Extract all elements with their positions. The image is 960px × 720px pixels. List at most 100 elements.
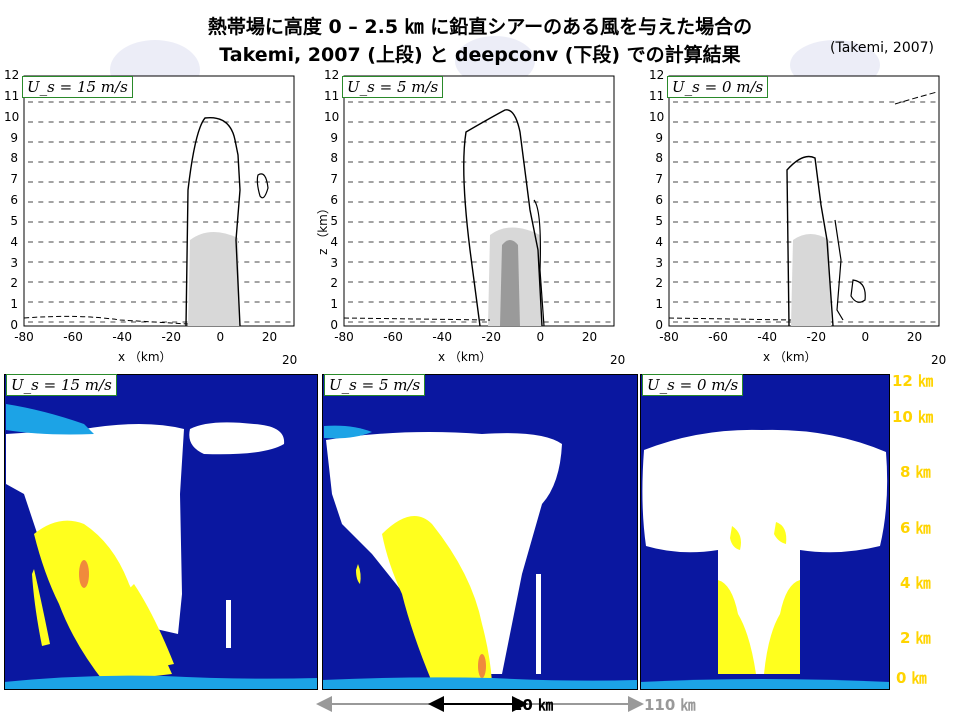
citation: (Takemi, 2007) [830, 40, 935, 56]
x-tick-label: -80 [659, 330, 679, 344]
y-tick-label: 0 [655, 318, 663, 332]
y-tick-label: 2 [655, 276, 663, 291]
y-tick-label: 7 [330, 172, 338, 187]
shear-label: U_s = 5 m/s [342, 76, 444, 98]
shear-label: U_s = 15 m/s [6, 374, 117, 396]
shear-label: U_s = 5 m/s [324, 374, 426, 396]
x-tick-label: -60 [708, 330, 728, 344]
shear-label-text: U_s = 5 m/s [347, 78, 439, 96]
x-tick-label: -60 [63, 330, 83, 344]
x-tick-label: -20 [481, 330, 502, 344]
height-label: 2 ㎞ [900, 629, 931, 647]
bottom-panel-2-plot [322, 374, 638, 690]
y-tick-label: 3 [10, 255, 18, 270]
y-tick-label: 4 [10, 234, 18, 249]
y-tick-label: 12 [324, 68, 340, 82]
surface-layer [322, 677, 638, 690]
y-tick-label: 9 [10, 130, 18, 145]
anvil-region [6, 404, 94, 435]
x-tick-label: -80 [14, 330, 34, 344]
y-tick-label: 6 [330, 193, 338, 207]
updraft-region [382, 516, 492, 682]
top-panel-1: U_s = 15 m/s x （km） 20 0 1 2 3 4 5 6 7 8 9 10 11 12-… [0, 68, 320, 370]
y-tick-label: 2 [10, 276, 18, 291]
surface-layer [640, 679, 890, 690]
cloud-contour [463, 109, 543, 327]
wind-arrow-field [28, 101, 291, 323]
updraft-region [718, 580, 756, 674]
anvil-region [324, 425, 372, 439]
x-axis-label: x （km） [118, 350, 172, 364]
cloud-contour [185, 116, 241, 327]
x-axis-label: x （km） [763, 350, 817, 364]
bottom-panel-3: U_s = 0 m/s [640, 374, 890, 690]
height-label: 4 ㎞ [900, 574, 931, 592]
cloud-shade-light [188, 231, 240, 326]
cloud-region [6, 424, 184, 634]
shear-label: U_s = 0 m/s [642, 374, 744, 396]
updraft-region [32, 569, 50, 646]
x-tick-label: 0 [216, 330, 225, 344]
arrow-reference-label: 20 [282, 353, 298, 367]
y-tick-label: 5 [655, 213, 663, 228]
updraft-region [774, 522, 787, 544]
y-tick-label: 11 [649, 88, 665, 103]
shear-label: U_s = 0 m/s [667, 76, 769, 98]
cloud-shade-dark [500, 240, 520, 326]
top-panel-2-plot [343, 75, 615, 327]
shear-label-text: U_s = 15 m/s [11, 376, 112, 394]
slide-title-line1: 熱帯場に高度 0 – 2.5 ㎞ に鉛直シアーのある風を与えた場合の [207, 16, 753, 38]
scale-bar-short-label: 20 ㎞ [512, 696, 554, 714]
surface-contour [343, 317, 491, 321]
core-region [79, 560, 89, 588]
updraft-region [130, 584, 174, 666]
x-tick-label: 20 [581, 330, 598, 344]
updraft-region [764, 580, 800, 674]
y-tick-label: 9 [330, 130, 338, 145]
y-tick-label: 3 [655, 255, 663, 270]
top-panel-1-plot [23, 75, 295, 327]
x-tick-label: -40 [112, 330, 132, 344]
y-tick-label: 8 [10, 151, 18, 166]
surface-contour [668, 317, 792, 321]
x-tick-label: 0 [861, 330, 870, 344]
x-tick-label: 0 [536, 330, 545, 344]
cloud-contour [786, 155, 834, 327]
core-region [478, 654, 486, 678]
height-label: 8 ㎞ [900, 463, 931, 481]
bottom-panel-2: U_s = 5 m/s [322, 374, 638, 690]
y-tick-label: 1 [10, 297, 18, 312]
y-tick-label: 12 [4, 68, 20, 82]
y-tick-label: 5 [330, 213, 338, 228]
y-tick-label: 10 [4, 109, 20, 124]
bottom-panel-1-plot [4, 374, 318, 690]
cloud-shade-light [791, 234, 831, 326]
updraft-region [730, 526, 741, 550]
height-label: 12 ㎞ [892, 372, 934, 390]
y-tick-label: 8 [330, 151, 338, 166]
x-tick-label: -60 [383, 330, 403, 344]
y-tick-label: 10 [649, 109, 665, 124]
shear-label-text: U_s = 15 m/s [27, 78, 128, 96]
y-tick-label: 10 [324, 109, 340, 124]
y-tick-label: 1 [655, 297, 663, 312]
x-tick-label: -40 [432, 330, 452, 344]
cloud-contour [256, 173, 269, 199]
x-tick-label: -20 [806, 330, 827, 344]
cloud-contour [834, 219, 866, 321]
height-label: 0 ㎞ [896, 669, 927, 687]
y-tick-label: 12 [649, 68, 665, 82]
scale-bar-long-label: 110 ㎞ [644, 696, 696, 714]
bottom-panel-3-plot [640, 374, 890, 690]
x-tick-label: 20 [906, 330, 923, 344]
y-tick-label: 0 [10, 318, 18, 332]
top-panel-3: U_s = 0 m/s x （km） 20 0 1 2 3 4 5 6 7 8 9 10 11 12 -8… [645, 68, 960, 370]
scale-bars [316, 696, 644, 712]
y-tick-label: 6 [655, 193, 663, 207]
y-tick-label: 3 [330, 255, 338, 270]
cloud-contour [533, 199, 545, 327]
cloud-contour [894, 91, 938, 105]
shear-label-text: U_s = 0 m/s [672, 78, 764, 96]
x-tick-label: -80 [334, 330, 354, 344]
